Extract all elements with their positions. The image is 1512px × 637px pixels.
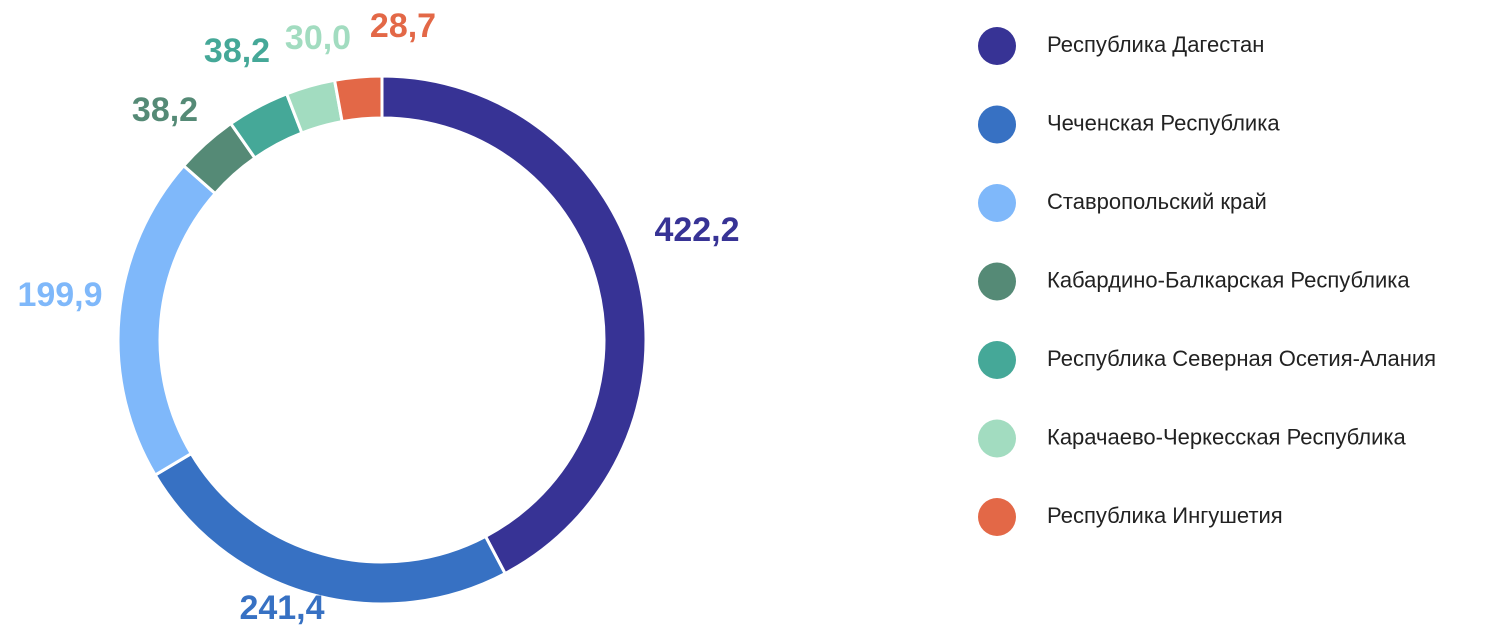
legend-marker [978, 419, 1016, 458]
value-label: 38,2 [204, 32, 270, 70]
legend-label: Чеченская Республика [1047, 110, 1280, 135]
legend-label: Республика Северная Осетия-Алания [1047, 346, 1436, 371]
legend-marker [978, 498, 1016, 536]
legend-label: Республика Ингушетия [1047, 503, 1283, 528]
donut-slice [153, 451, 508, 606]
legend-label: Карачаево-Черкесская Республика [1047, 424, 1407, 449]
legend-marker [978, 105, 1016, 144]
legend-marker [978, 341, 1016, 379]
donut-slice [116, 163, 218, 478]
legend-label: Кабардино-Балкарская Республика [1047, 267, 1410, 292]
value-label: 28,7 [370, 7, 436, 45]
donut-slice [380, 74, 648, 576]
legend-marker [978, 184, 1016, 222]
value-label: 199,9 [17, 276, 102, 314]
legend-marker [978, 27, 1016, 65]
value-label: 30,0 [285, 19, 351, 57]
legend-label: Ставропольский край [1047, 189, 1267, 214]
value-label: 241,4 [239, 589, 324, 627]
value-label: 422,2 [654, 211, 739, 249]
legend-marker [978, 262, 1016, 301]
donut-slice [332, 74, 384, 124]
legend-label: Республика Дагестан [1047, 32, 1264, 57]
value-label: 38,2 [132, 91, 198, 129]
